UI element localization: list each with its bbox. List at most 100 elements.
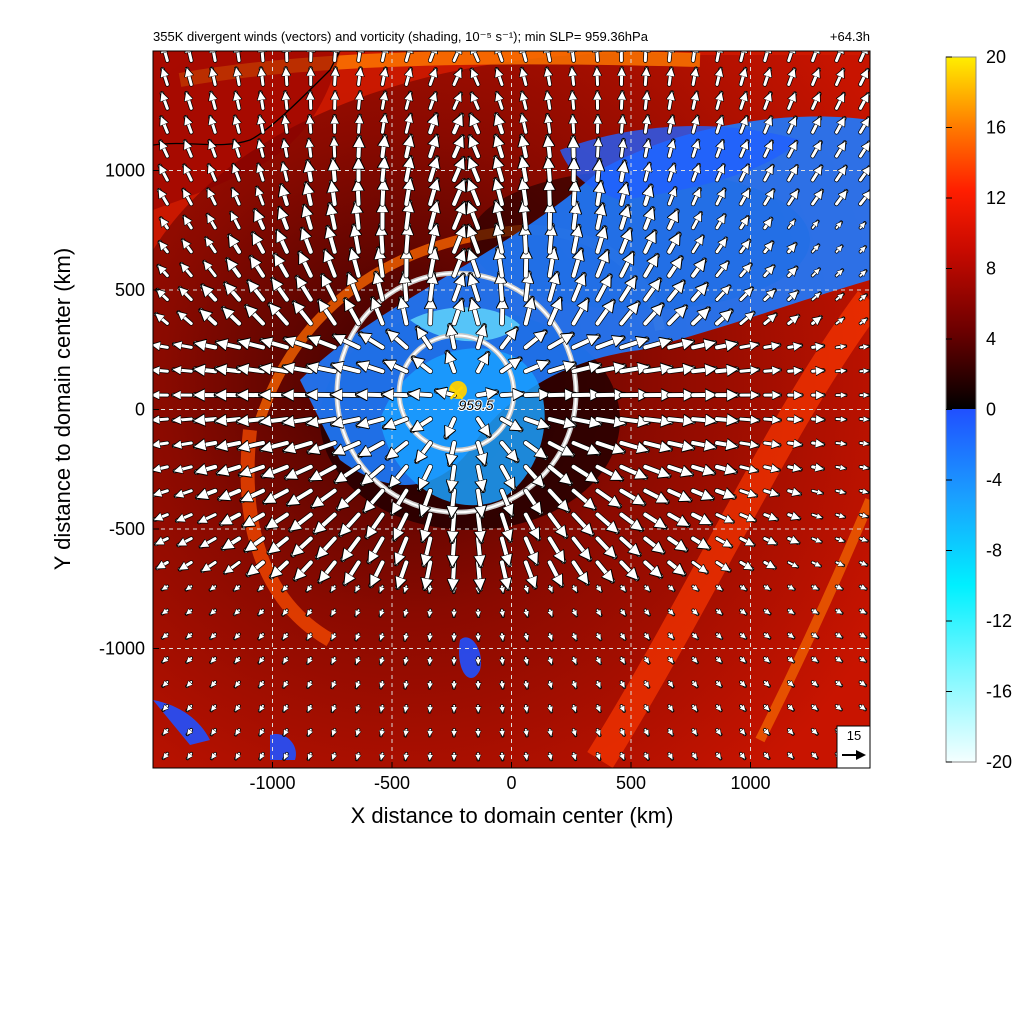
wind-vector <box>356 633 358 639</box>
wind-vector <box>787 268 796 278</box>
wind-vector <box>283 752 287 759</box>
wind-vector <box>405 704 406 712</box>
wind-vector <box>811 467 823 469</box>
wind-vector <box>211 658 215 662</box>
wind-vector <box>763 515 777 520</box>
wind-vector <box>496 158 502 183</box>
wind-vector <box>619 303 638 326</box>
wind-vector <box>157 562 169 570</box>
wind-vector <box>621 92 622 110</box>
wind-vector <box>693 51 695 63</box>
wind-vector <box>715 215 726 230</box>
wind-vector <box>550 609 552 616</box>
wind-vector <box>430 299 431 326</box>
wind-vector <box>715 311 731 326</box>
wind-vector <box>835 515 845 517</box>
wind-vector <box>667 258 681 278</box>
wind-vector <box>741 730 745 735</box>
wind-vector <box>523 488 541 513</box>
colorbar-tick-label: -4 <box>986 470 1002 490</box>
wind-vector <box>550 249 554 278</box>
wind-vector <box>336 464 361 482</box>
wind-vector <box>669 752 674 759</box>
wind-vector <box>765 219 771 230</box>
wind-vector <box>382 93 385 110</box>
wind-vector <box>643 536 662 553</box>
wind-vector <box>523 362 548 374</box>
wind-vector <box>645 680 650 687</box>
wind-vector <box>497 69 502 86</box>
wind-vector <box>224 309 242 326</box>
wind-vector <box>452 70 461 86</box>
wind-vector <box>835 70 844 86</box>
wind-vector <box>305 206 311 230</box>
wind-vector <box>789 51 794 63</box>
wind-vector <box>260 93 262 110</box>
wind-vector <box>182 217 193 230</box>
wind-vector <box>234 586 239 590</box>
wind-vector <box>574 680 576 688</box>
wind-vector <box>381 657 383 664</box>
wind-vector <box>547 115 549 134</box>
wind-vector <box>255 211 263 230</box>
wind-vector <box>811 562 821 568</box>
wind-vector <box>693 730 696 735</box>
wind-vector <box>163 706 167 710</box>
wind-vector <box>157 290 169 302</box>
wind-vector <box>478 440 485 464</box>
wind-vector <box>361 331 385 350</box>
wind-vector <box>472 70 480 86</box>
y-axis-ticks: -1000 -500 0 500 1000 <box>99 161 159 659</box>
wind-vector <box>813 682 818 686</box>
wind-vector <box>547 560 564 585</box>
wind-vector <box>334 139 335 158</box>
wind-vector <box>763 142 774 158</box>
wind-vector <box>319 301 337 326</box>
wind-vector <box>381 680 383 688</box>
wind-vector <box>715 165 723 182</box>
wind-vector <box>174 370 193 372</box>
wind-vector <box>741 706 745 710</box>
wind-vector <box>574 609 578 615</box>
wind-vector <box>645 634 649 639</box>
wind-vector <box>499 464 516 489</box>
wind-vector <box>669 117 672 134</box>
wind-vector <box>715 491 734 497</box>
wind-vector <box>158 166 169 182</box>
wind-vector <box>574 204 577 230</box>
wind-vector <box>787 370 802 371</box>
wind-vector <box>693 165 699 182</box>
wind-vector <box>523 464 543 486</box>
wind-vector <box>859 319 866 323</box>
wind-vector <box>571 560 588 583</box>
wind-vector <box>717 69 721 86</box>
wind-vector <box>236 69 239 86</box>
wind-vector <box>643 464 668 476</box>
wind-vector <box>715 239 726 254</box>
wind-vector <box>598 609 602 615</box>
wind-vector <box>470 137 481 159</box>
wind-vector <box>787 539 798 543</box>
wind-vector <box>574 704 576 712</box>
wind-vector <box>502 633 503 640</box>
wind-vector <box>715 467 735 472</box>
wind-vector <box>595 419 625 423</box>
wind-vector <box>550 752 551 760</box>
wind-vector <box>212 69 216 86</box>
wind-vector <box>811 142 823 158</box>
wind-vector <box>835 371 846 372</box>
wind-vector <box>643 419 671 422</box>
wind-vector <box>595 302 614 326</box>
wind-vector <box>741 754 745 759</box>
wind-vector <box>596 51 597 63</box>
wind-vector <box>343 560 361 583</box>
wind-vector <box>595 366 624 371</box>
wind-vector <box>621 657 626 663</box>
wind-vector <box>669 165 674 182</box>
wind-vector <box>294 303 313 326</box>
wind-vector <box>835 539 844 542</box>
wind-vector <box>739 190 751 206</box>
wind-vector <box>197 467 218 472</box>
wind-vector <box>235 658 239 663</box>
wind-vector <box>621 634 624 639</box>
